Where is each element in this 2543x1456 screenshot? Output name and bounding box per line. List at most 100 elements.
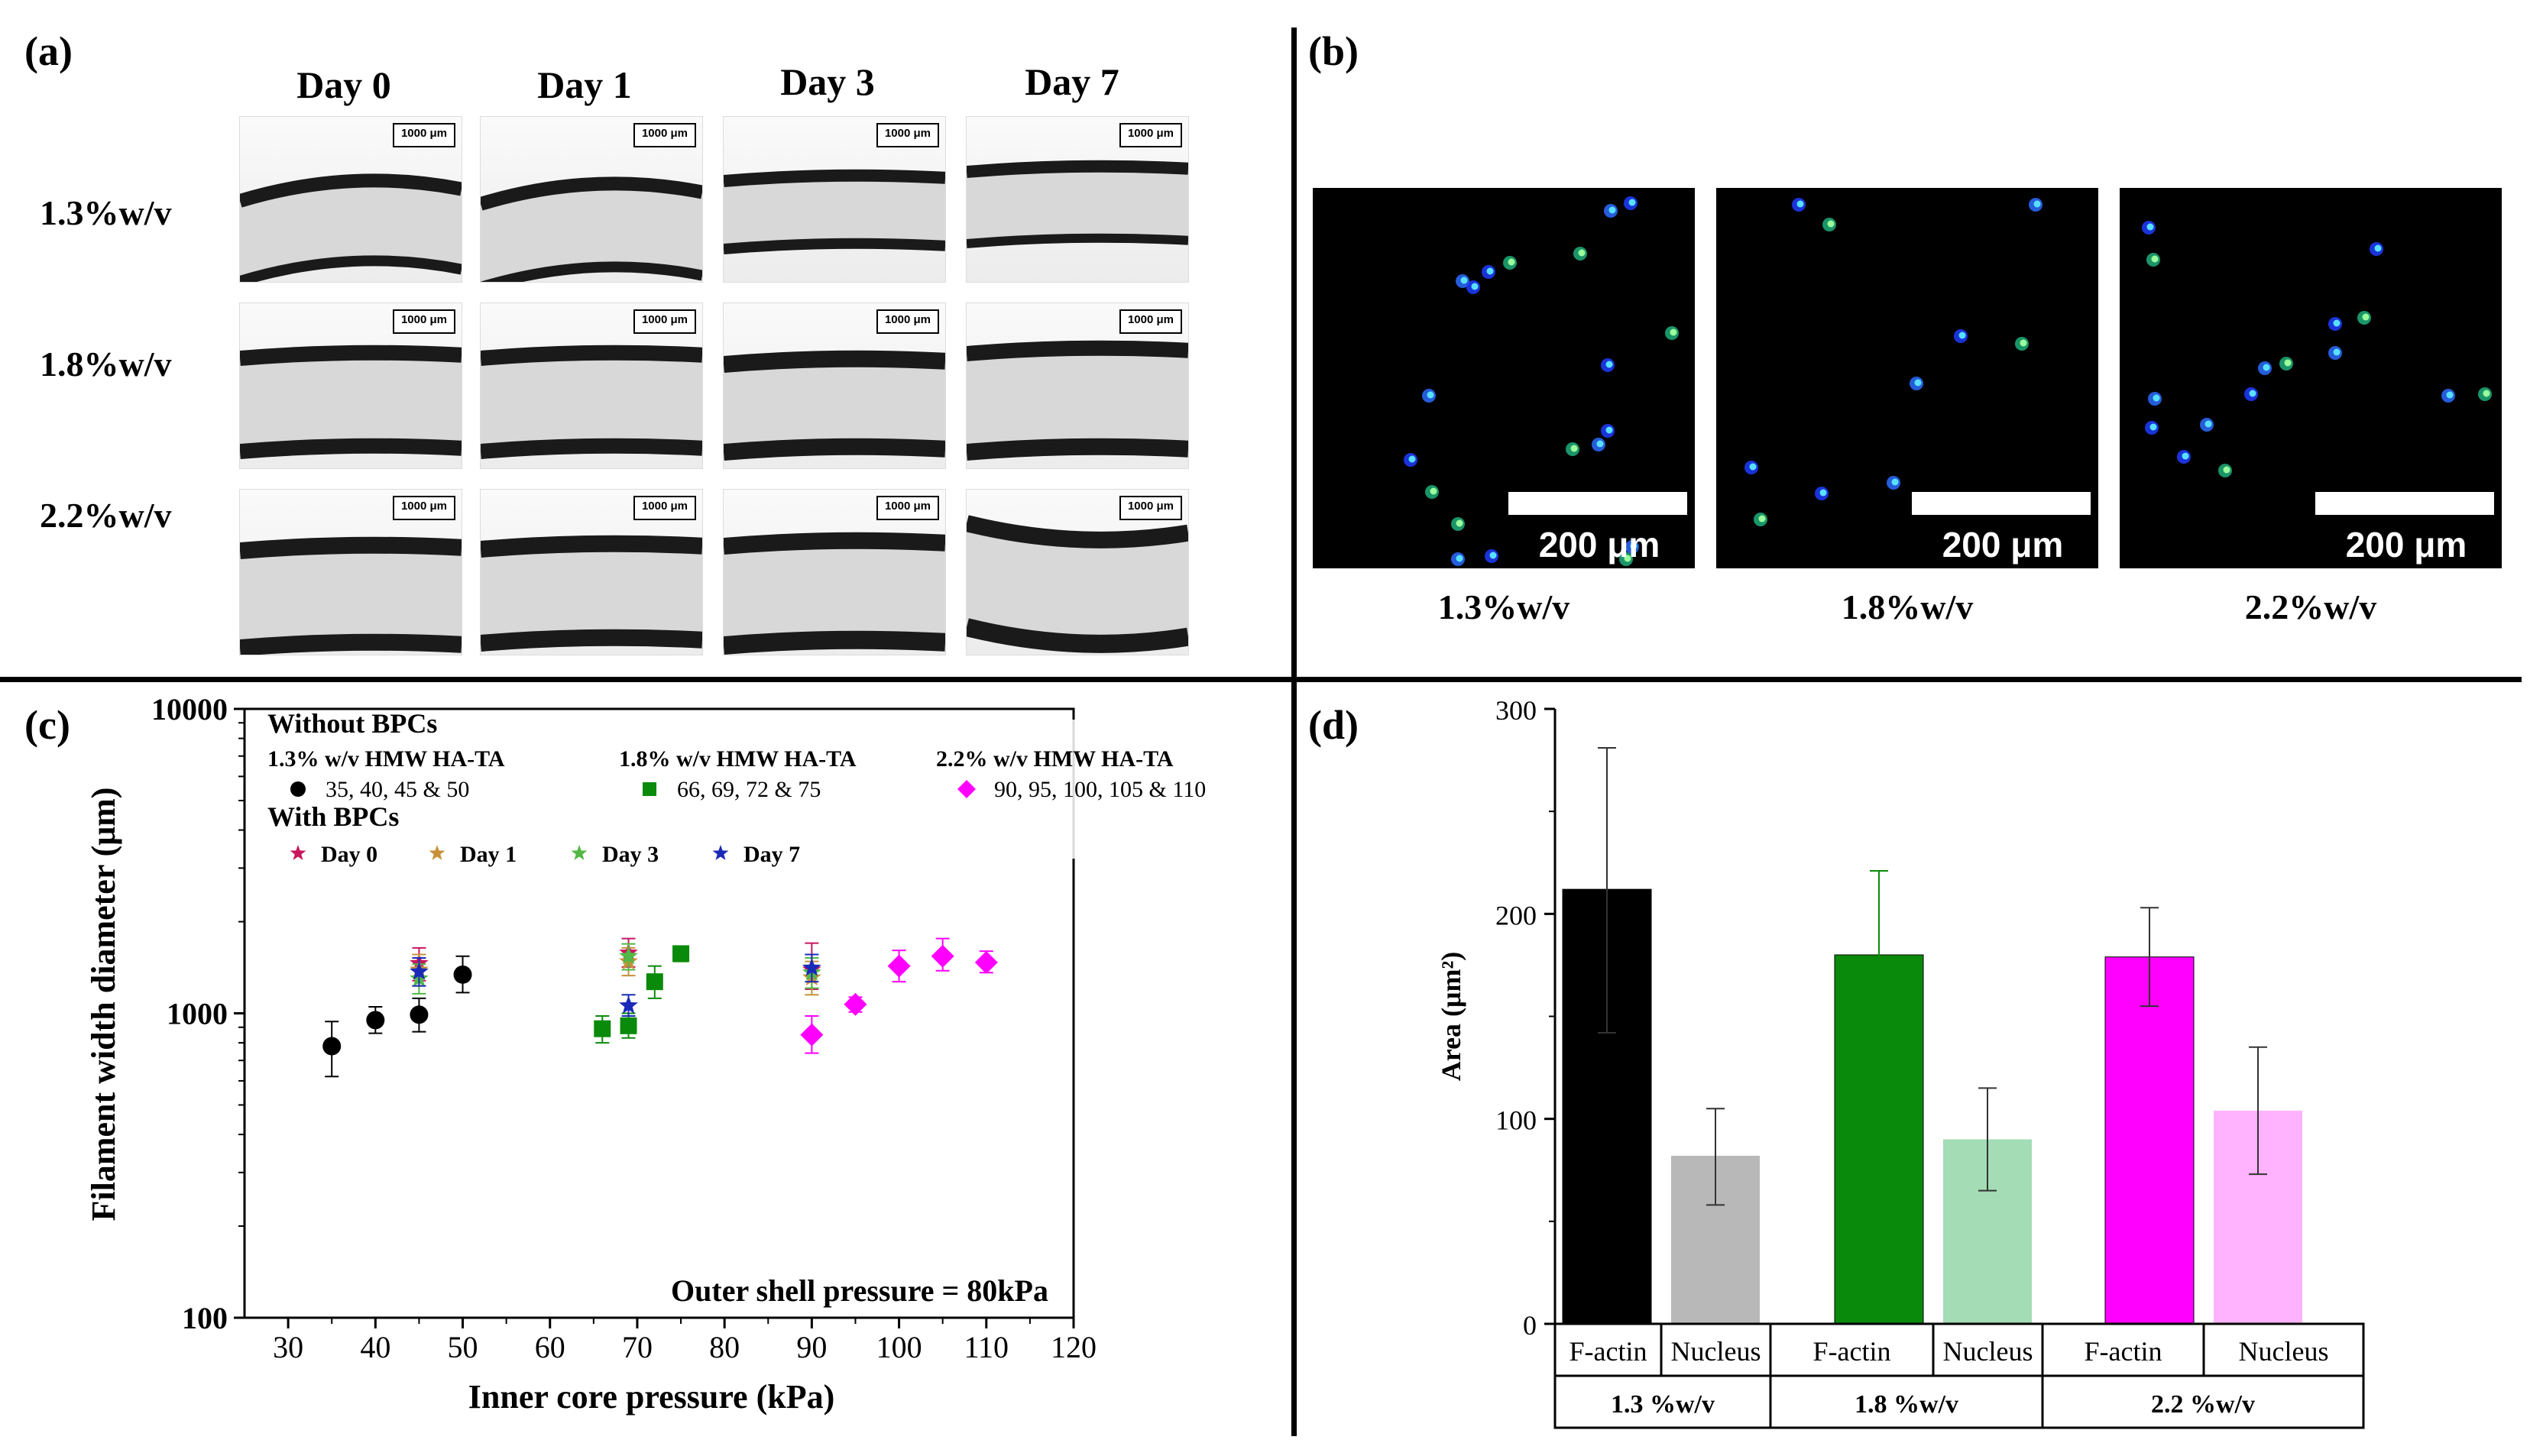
cell-actin [1630, 542, 1638, 550]
cell-actin [2182, 452, 2189, 460]
scale-bar-label: 200 μm [2345, 525, 2467, 565]
scale-bar-label: 1000 μm [1119, 309, 1182, 334]
cell-actin [1670, 328, 1677, 336]
x-tick-label: 60 [535, 1330, 565, 1364]
pressure-annotation: Outer shell pressure = 80kPa [671, 1273, 1048, 1308]
x-tick-label: 120 [1051, 1330, 1097, 1364]
y-tick-label: 1000 [167, 997, 228, 1031]
filament-core [967, 348, 1188, 461]
legend-day-label: Day 3 [602, 842, 659, 867]
filament-bottom-edge [481, 438, 702, 459]
x-tick-label: 90 [796, 1330, 827, 1364]
row-label-1-3: 1.3%w/v [40, 193, 172, 232]
legend-group-name: 2.2% w/v HMW HA-TA [936, 746, 1174, 772]
vertical-divider-bottom [1291, 678, 1297, 1436]
cell-actin [1749, 463, 1757, 471]
fluor-caption-1-8: 1.8%w/v [1841, 587, 1974, 626]
x-tick-label: 40 [360, 1330, 390, 1364]
cell-actin [2263, 364, 2270, 371]
bar-chart-area: 0 100 200 300 Area (μm²) F-actin Nucleus F-acti… [1436, 695, 2365, 1429]
filament-drawing [240, 345, 462, 459]
filament-bottom-edge [481, 629, 702, 652]
data-point [410, 1005, 429, 1024]
legend-group-values: 35, 40, 45 & 50 [326, 777, 469, 802]
cell-actin [1430, 487, 1437, 495]
filament-bottom-edge [240, 255, 462, 282]
filament-core [481, 543, 702, 652]
y-axis-label: Filament width diameter (μm) [85, 788, 122, 1221]
data-point [620, 1017, 637, 1034]
filament-top-edge [481, 535, 702, 558]
fluorescence-image-1-8: 200 μm [1716, 188, 2098, 568]
cell-actin [2204, 420, 2212, 428]
category-label: F-actin [1813, 1336, 1891, 1367]
fluorescence-image-2-2: 200 μm [2120, 188, 2502, 568]
legend-day-marker [712, 845, 729, 860]
scale-bar-label: 200 μm [1942, 525, 2064, 565]
cell-actin [2033, 200, 2041, 208]
category-label: Nucleus [1671, 1336, 1761, 1367]
cell-actin [2284, 359, 2292, 367]
filament-image: 1000 μm [239, 116, 462, 283]
cell-layer [1744, 198, 2042, 526]
filament-top-edge [240, 345, 462, 366]
legend-group-name: 1.8% w/v HMW HA-TA [619, 746, 857, 772]
filament-image: 1000 μm [723, 116, 946, 283]
cell-actin [2153, 394, 2160, 402]
data-point [366, 1011, 385, 1030]
y-tick-label: 100 [1495, 1105, 1537, 1136]
filament-bottom-edge [481, 261, 702, 282]
cell-actin [1796, 200, 1804, 208]
data-point [646, 973, 663, 991]
filament-image: 1000 μm [966, 489, 1189, 655]
col-head-day1: Day 1 [537, 63, 632, 106]
cell-actin [1486, 267, 1494, 275]
legend-group-name: 1.3% w/v HMW HA-TA [267, 746, 505, 772]
legend-marker [643, 782, 656, 796]
filament-bottom-edge [967, 233, 1188, 248]
data-point [844, 992, 867, 1016]
filament-image: 1000 μm [480, 303, 703, 469]
cell-actin [2151, 255, 2159, 263]
cell-actin [1914, 379, 1922, 387]
cell-actin [2249, 390, 2256, 397]
scale-bar-label: 1000 μm [633, 123, 696, 147]
legend-without-title: Without BPCs [267, 708, 437, 739]
filament-top-edge [724, 169, 945, 187]
filament-drawing [724, 532, 945, 655]
cell-actin [2146, 223, 2154, 231]
filament-image: 1000 μm [239, 303, 462, 469]
scale-bar-label: 1000 μm [633, 496, 696, 520]
cell-actin [1427, 391, 1434, 399]
cell-actin [1471, 283, 1479, 290]
legend-day-label: Day 7 [743, 842, 800, 867]
cell-actin [2333, 319, 2341, 327]
cell-actin [2374, 244, 2382, 252]
cell-actin [1819, 489, 1827, 497]
filament-bottom-edge [240, 438, 462, 459]
scale-bar [1912, 492, 2091, 515]
cell-actin [1605, 361, 1613, 368]
col-head-day3: Day 3 [780, 60, 875, 103]
bar [2104, 956, 2195, 1325]
filament-top-edge [967, 340, 1188, 361]
data-point [410, 962, 429, 980]
col-head-day7: Day 7 [1025, 60, 1119, 103]
x-tick-label: 30 [273, 1330, 303, 1364]
y-tick-label: 0 [1523, 1310, 1537, 1341]
data-point [974, 950, 998, 974]
fluor-caption-2-2: 2.2%w/v [2244, 587, 2377, 626]
scale-bar [2315, 492, 2494, 515]
data-point [887, 954, 911, 978]
legend-background [257, 720, 1242, 859]
filament-core [240, 352, 462, 459]
data-point [322, 1037, 342, 1056]
cell-actin [1758, 515, 1766, 523]
cell-actin [1958, 332, 1966, 339]
vertical-divider-top [1291, 28, 1297, 680]
category-label: Nucleus [2239, 1336, 2329, 1367]
cell-actin [2020, 339, 2027, 347]
filament-drawing [240, 536, 462, 655]
panel-d-letter: (d) [1308, 702, 1359, 748]
cell-actin [1578, 249, 1586, 257]
